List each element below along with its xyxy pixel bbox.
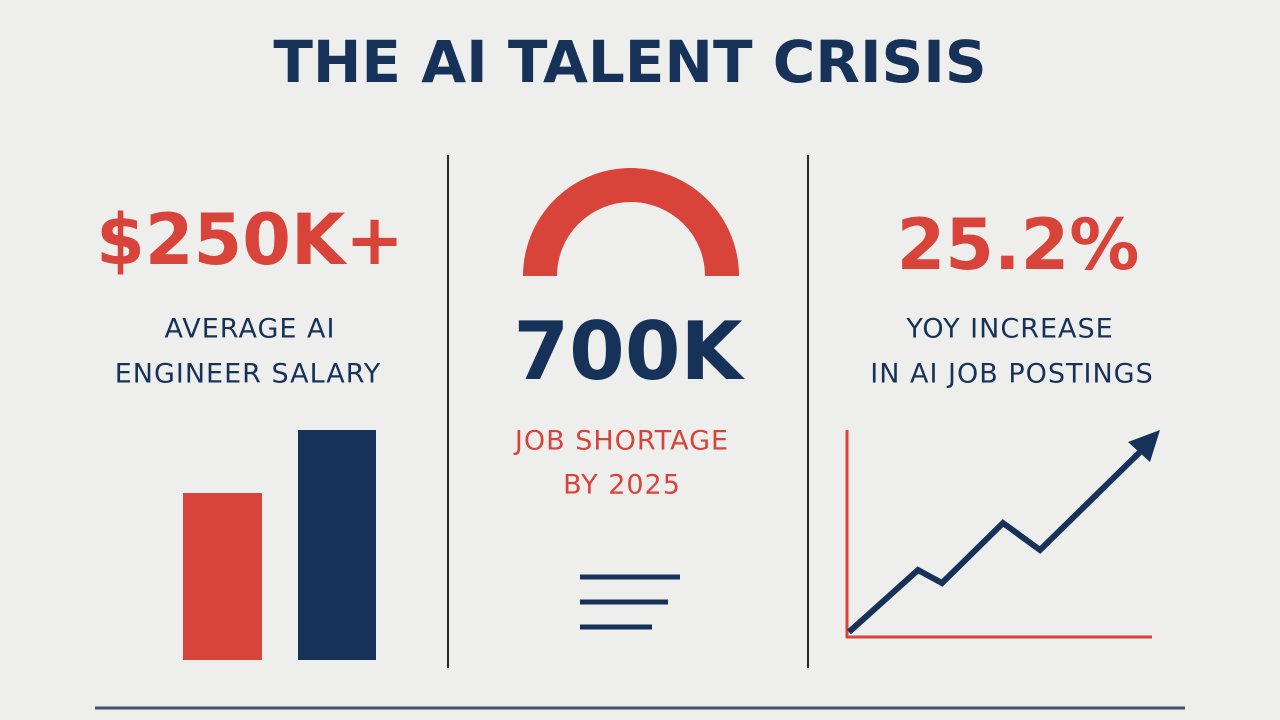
increase-label: YOY INCREASE — [905, 314, 1113, 345]
arrow-icon — [1128, 430, 1160, 462]
shortage-label: BY 2025 — [563, 470, 681, 501]
bar-icon — [183, 493, 262, 660]
salary-stat: $250K+ — [96, 199, 404, 281]
gauge-icon — [523, 168, 739, 277]
salary-label: ENGINEER SALARY — [115, 359, 382, 390]
trend-icon — [846, 449, 1143, 635]
increase-label: IN AI JOB POSTINGS — [870, 359, 1153, 390]
increase-stat: 25.2% — [897, 204, 1140, 286]
salary-label: AVERAGE AI — [165, 314, 336, 345]
shortage-stat: 700K — [514, 305, 746, 398]
shortage-label: JOB SHORTAGE — [513, 426, 729, 457]
bar-icon — [298, 430, 376, 660]
title: THE AI TALENT CRISIS — [273, 28, 986, 96]
